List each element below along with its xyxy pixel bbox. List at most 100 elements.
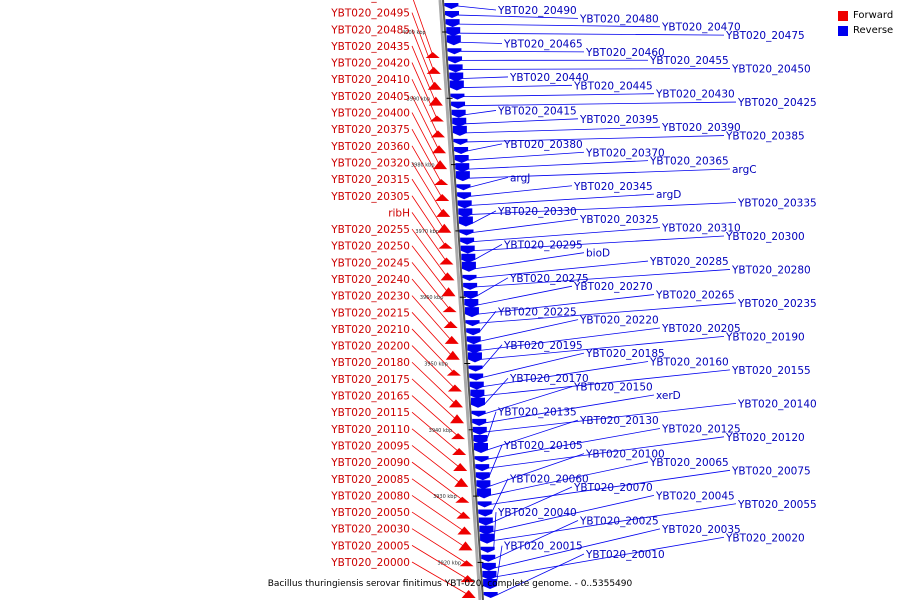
gene-ybt020-20070[interactable] xyxy=(478,517,493,526)
gene-ybt020-20050[interactable] xyxy=(458,541,473,551)
gene-argd[interactable] xyxy=(457,200,472,209)
gene-ybt020-20220[interactable] xyxy=(466,336,481,345)
gene-ybt020-20390[interactable] xyxy=(452,125,467,136)
label-ybt020-20065[interactable]: YBT020_20065 xyxy=(649,457,729,469)
gene-ybt020-20320[interactable] xyxy=(436,208,451,217)
gene-ybt020-20395[interactable] xyxy=(452,117,467,127)
gene-ybt020-20160[interactable] xyxy=(469,381,484,390)
label-ybt020-20040[interactable]: YBT020_20040 xyxy=(497,507,577,519)
label-biod[interactable]: bioD xyxy=(586,248,610,260)
gene-ybt020-20400[interactable] xyxy=(433,160,448,170)
label-ybt020-20095[interactable]: YBT020_20095 xyxy=(330,440,410,452)
gene-ybt020-20330[interactable] xyxy=(458,216,473,227)
label-ybt020-20210[interactable]: YBT020_20210 xyxy=(330,324,410,336)
label-ybt020-20495[interactable]: YBT020_20495 xyxy=(330,8,410,20)
gene-ybt020-20310[interactable] xyxy=(460,237,475,245)
gene-ybt020-20000[interactable] xyxy=(461,590,476,598)
gene-ybt020-20125[interactable] xyxy=(474,456,489,463)
label-ybt020-20170[interactable]: YBT020_20170 xyxy=(509,373,589,385)
gene-ybt020-20275[interactable] xyxy=(463,290,478,299)
label-ybt020-20325[interactable]: YBT020_20325 xyxy=(579,214,659,226)
label-ybt020-20470[interactable]: YBT020_20470 xyxy=(661,22,741,34)
label-ybt020-20280[interactable]: YBT020_20280 xyxy=(731,264,811,276)
label-ybt020-20310[interactable]: YBT020_20310 xyxy=(661,223,741,235)
gene-ybt020-20035[interactable] xyxy=(481,562,496,571)
gene-ybt020-20500[interactable] xyxy=(425,52,440,58)
gene-ybt020-20305[interactable] xyxy=(438,242,453,249)
gene-ybt020-20230[interactable] xyxy=(444,335,459,344)
gene-xerd[interactable] xyxy=(472,418,487,426)
label-ybt020-20235[interactable]: YBT020_20235 xyxy=(737,298,817,310)
gene-ybt020-20170[interactable] xyxy=(470,397,485,408)
label-ybt020-20360[interactable]: YBT020_20360 xyxy=(330,141,410,153)
gene-ybt020-20235[interactable] xyxy=(465,320,480,327)
label-ybt020-20285[interactable]: YBT020_20285 xyxy=(649,256,729,268)
gene-ybt020-20210[interactable] xyxy=(446,369,461,376)
gene-ybt020-20490[interactable] xyxy=(444,3,459,9)
gene-ybt020-20450[interactable] xyxy=(448,64,463,73)
label-ybt020-20295[interactable]: YBT020_20295 xyxy=(503,239,583,251)
gene-ybt020-20240[interactable] xyxy=(443,321,458,328)
gene-ybt020-20205[interactable] xyxy=(467,344,482,354)
gene-ybt020-20190[interactable] xyxy=(467,352,482,363)
gene-ybt020-20025[interactable] xyxy=(481,554,496,562)
gene-ybt020-20295[interactable] xyxy=(461,253,476,263)
label-ybt020-20305[interactable]: YBT020_20305 xyxy=(330,191,410,203)
gene-ybt020-20100[interactable] xyxy=(476,480,491,490)
label-ybt020-20250[interactable]: YBT020_20250 xyxy=(330,241,410,253)
gene-ybt020-20415[interactable] xyxy=(451,109,466,118)
gene-ybt020-20135[interactable] xyxy=(473,434,488,444)
gene-ybt020-20365[interactable] xyxy=(455,163,470,173)
gene-ybt020-20270[interactable] xyxy=(464,299,479,309)
gene-ybt020-20185[interactable] xyxy=(469,373,484,381)
gene-ybt020-20370[interactable] xyxy=(454,155,469,164)
gene-ybt020-20065[interactable] xyxy=(477,488,492,499)
label-ybt020-20060[interactable]: YBT020_20060 xyxy=(509,474,589,486)
gene-ybt020-20470[interactable] xyxy=(445,19,460,28)
label-ybt020-20255[interactable]: YBT020_20255 xyxy=(330,224,410,236)
label-ybt020-20390[interactable]: YBT020_20390 xyxy=(661,122,741,134)
label-ybt020-20100[interactable]: YBT020_20100 xyxy=(585,449,665,461)
gene-ybt020-20405[interactable] xyxy=(432,145,447,154)
label-ybt020-20190[interactable]: YBT020_20190 xyxy=(725,331,805,343)
label-argj[interactable]: argJ xyxy=(510,172,530,184)
gene-ybt020-20045[interactable] xyxy=(479,525,494,535)
label-ybt020-20165[interactable]: YBT020_20165 xyxy=(330,391,410,403)
gene-ybt020-20425[interactable] xyxy=(451,101,466,109)
gene-ybt020-20115[interactable] xyxy=(452,448,467,456)
label-ybt020-20205[interactable]: YBT020_20205 xyxy=(661,323,741,335)
label-ybt020-20005[interactable]: YBT020_20005 xyxy=(330,540,410,552)
label-ybt020-20075[interactable]: YBT020_20075 xyxy=(731,465,811,477)
label-ybt020-20200[interactable]: YBT020_20200 xyxy=(330,341,410,353)
label-ybt020-20080[interactable]: YBT020_20080 xyxy=(330,490,410,502)
label-ybt020-20195[interactable]: YBT020_20195 xyxy=(503,340,583,352)
label-ybt020-20315[interactable]: YBT020_20315 xyxy=(330,174,410,186)
label-ybt020-20365[interactable]: YBT020_20365 xyxy=(649,156,729,168)
gene-ybt020-20140[interactable] xyxy=(472,426,487,435)
label-ybt020-20125[interactable]: YBT020_20125 xyxy=(661,423,741,435)
label-ybt020-20490[interactable]: YBT020_20490 xyxy=(497,5,577,17)
label-ybt020-20015[interactable]: YBT020_20015 xyxy=(503,541,583,553)
gene-ybt020-20335[interactable] xyxy=(458,208,473,218)
label-ybt020-20215[interactable]: YBT020_20215 xyxy=(330,307,410,319)
label-ybt020-20045[interactable]: YBT020_20045 xyxy=(655,490,735,502)
label-ybt020-20245[interactable]: YBT020_20245 xyxy=(330,257,410,269)
gene-ybt020-20175[interactable] xyxy=(450,414,465,424)
gene-ybt020-20440[interactable] xyxy=(449,72,464,82)
gene-ybt020-20225[interactable] xyxy=(466,328,481,336)
gene-ybt020-20265[interactable] xyxy=(464,307,479,318)
label-ybt020-20010[interactable]: YBT020_20010 xyxy=(585,549,665,561)
label-ybt020-20155[interactable]: YBT020_20155 xyxy=(731,365,811,377)
label-ybt020-20020[interactable]: YBT020_20020 xyxy=(725,532,805,544)
gene-ybt020-20080[interactable] xyxy=(457,526,472,535)
label-xerd[interactable]: xerD xyxy=(656,390,681,402)
gene-ybt020-20110[interactable] xyxy=(453,462,468,471)
label-ybt020-20130[interactable]: YBT020_20130 xyxy=(579,415,659,427)
gene-ybt020-20420[interactable] xyxy=(429,115,444,122)
label-ybt020-20375[interactable]: YBT020_20375 xyxy=(330,124,410,136)
gene-ybt020-20460[interactable] xyxy=(447,48,462,55)
gene-ybt020-20255[interactable] xyxy=(440,272,455,281)
label-ybt020-20185[interactable]: YBT020_20185 xyxy=(585,348,665,360)
gene-ybt020-20055[interactable] xyxy=(480,533,495,544)
label-ybt020-20275[interactable]: YBT020_20275 xyxy=(509,273,589,285)
